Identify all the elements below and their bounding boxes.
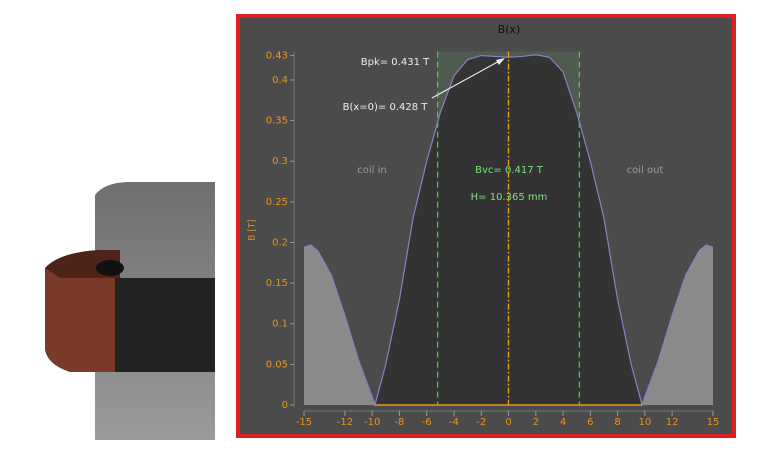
x-tick-label: 15 — [707, 417, 720, 428]
y-tick-label: 0.35 — [266, 116, 288, 127]
y-tick-label: 0.3 — [272, 156, 288, 167]
3d-render — [45, 182, 215, 440]
y-tick-label: 0.05 — [266, 359, 288, 370]
x-tick-label: -10 — [364, 417, 380, 428]
x-tick-label: 8 — [614, 417, 620, 428]
annotation: Bpk= 0.431 T — [361, 57, 430, 68]
annotation: coil out — [627, 165, 664, 176]
bore — [96, 260, 124, 276]
x-tick-label: 12 — [666, 417, 679, 428]
annotation: H= 10.365 mm — [471, 192, 548, 203]
x-tick-label: -2 — [476, 417, 486, 428]
magnet-bar — [115, 278, 215, 372]
annotation-arrow — [431, 58, 504, 99]
x-tick-label: 4 — [560, 417, 566, 428]
area-inner — [374, 54, 643, 405]
y-tick-label: 0.4 — [272, 75, 288, 86]
x-tick-label: -12 — [337, 417, 353, 428]
x-tick-label: 2 — [533, 417, 539, 428]
chart-title: B(x) — [498, 23, 521, 36]
annotation: Bvc= 0.417 T — [475, 165, 544, 176]
arrow-head — [496, 58, 505, 65]
y-tick-label: 0.43 — [266, 51, 288, 62]
x-tick-label: -15 — [296, 417, 312, 428]
coil — [45, 250, 120, 372]
x-tick-label: -6 — [422, 417, 432, 428]
y-tick-label: 0.25 — [266, 197, 288, 208]
annotation: coil in — [357, 165, 386, 176]
x-tick-label: 10 — [638, 417, 651, 428]
x-tick-label: 6 — [587, 417, 593, 428]
x-tick-label: -4 — [449, 417, 459, 428]
x-tick-label: 0 — [505, 417, 511, 428]
y-tick-label: 0 — [282, 400, 288, 411]
annotation: B(x=0)= 0.428 T — [343, 102, 429, 113]
y-tick-label: 0.2 — [272, 237, 288, 248]
y-tick-label: 0.15 — [266, 278, 288, 289]
x-tick-label: -8 — [394, 417, 404, 428]
y-axis-label: B [T] — [248, 219, 258, 241]
y-tick-label: 0.1 — [272, 319, 288, 330]
